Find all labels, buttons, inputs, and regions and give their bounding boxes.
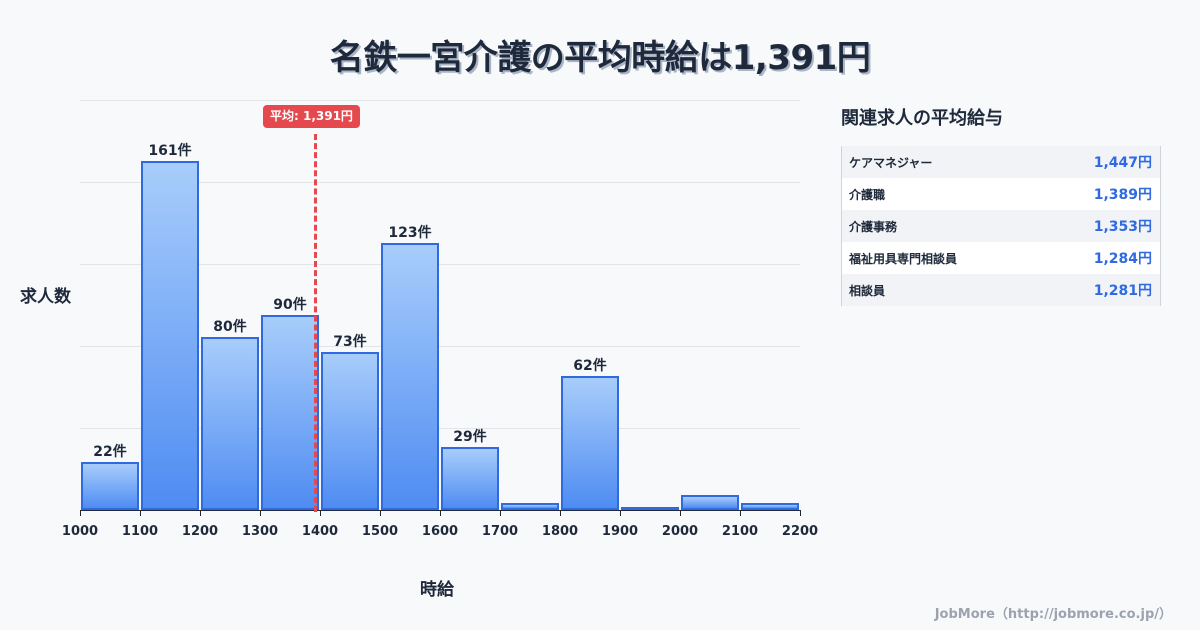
x-tick-label: 1700 xyxy=(481,524,519,539)
histogram-bar xyxy=(441,447,499,510)
x-tick xyxy=(740,510,741,516)
x-tick xyxy=(140,510,141,516)
histogram-bar xyxy=(321,352,379,510)
x-tick xyxy=(680,510,681,516)
x-tick xyxy=(200,510,201,516)
gridline xyxy=(80,264,800,265)
bar-value-label: 62件 xyxy=(573,358,607,374)
related-job-row: 相談員 1,281円 xyxy=(842,274,1160,306)
x-tick xyxy=(800,510,801,516)
histogram-bar xyxy=(81,462,139,510)
job-wage: 1,447円 xyxy=(1093,155,1152,171)
x-tick xyxy=(320,510,321,516)
job-name: ケアマネジャー xyxy=(849,155,933,170)
histogram-bar xyxy=(141,161,199,510)
gridline xyxy=(80,428,800,429)
x-tick-label: 1500 xyxy=(361,524,399,539)
job-name: 福祉用具専門相談員 xyxy=(849,251,958,266)
related-job-row: 介護職 1,389円 xyxy=(842,178,1160,210)
bar-value-label: 80件 xyxy=(213,319,247,335)
histogram-bar xyxy=(681,495,739,510)
gridline xyxy=(80,346,800,347)
job-name: 相談員 xyxy=(849,283,886,298)
x-tick xyxy=(260,510,261,516)
bar-value-label: 22件 xyxy=(93,444,127,460)
x-tick xyxy=(560,510,561,516)
job-wage: 1,353円 xyxy=(1093,219,1152,235)
x-tick-label: 1300 xyxy=(241,524,279,539)
x-tick-label: 1000 xyxy=(61,524,99,539)
histogram-bar xyxy=(561,376,619,510)
x-tick xyxy=(620,510,621,516)
histogram-bar xyxy=(201,337,259,510)
histogram-bar xyxy=(261,315,319,510)
histogram-bar xyxy=(741,503,799,510)
x-axis-label: 時給 xyxy=(420,580,454,600)
x-tick-label: 1400 xyxy=(301,524,339,539)
histogram-bar xyxy=(501,503,559,510)
average-line xyxy=(314,134,317,512)
x-tick-label: 1900 xyxy=(601,524,639,539)
related-jobs-table: ケアマネジャー 1,447円 介護職 1,389円 介護事務 1,353円 福祉… xyxy=(841,146,1161,306)
job-name: 介護職 xyxy=(849,187,886,202)
y-axis-label: 求人数 xyxy=(20,287,71,307)
job-name: 介護事務 xyxy=(849,219,898,234)
job-wage: 1,284円 xyxy=(1093,251,1152,267)
bar-value-label: 161件 xyxy=(148,143,192,159)
bar-value-label: 29件 xyxy=(453,429,487,445)
x-tick xyxy=(500,510,501,516)
histogram-bar xyxy=(381,243,439,510)
x-tick-label: 1600 xyxy=(421,524,459,539)
related-job-row: ケアマネジャー 1,447円 xyxy=(842,146,1160,178)
average-badge: 平均: 1,391円 xyxy=(263,105,360,128)
related-job-row: 福祉用具専門相談員 1,284円 xyxy=(842,242,1160,274)
x-tick xyxy=(80,510,81,516)
x-tick-label: 1800 xyxy=(541,524,579,539)
bar-value-label: 123件 xyxy=(388,225,432,241)
gridline xyxy=(80,100,800,101)
page-title: 名鉄一宮介護の平均時給は1,391円 xyxy=(329,38,871,78)
bar-value-label: 90件 xyxy=(273,297,307,313)
job-wage: 1,389円 xyxy=(1093,187,1152,203)
gridline xyxy=(80,182,800,183)
x-tick-label: 1200 xyxy=(181,524,219,539)
related-jobs-title: 関連求人の平均給与 xyxy=(841,108,1003,129)
footer-credit: JobMore（http://jobmore.co.jp/） xyxy=(934,607,1172,622)
histogram-chart: 22件 161件 80件 90件 73件 123件 29件 62件 1000 1100 1200 1… xyxy=(20,100,819,600)
related-job-row: 介護事務 1,353円 xyxy=(842,210,1160,242)
x-tick xyxy=(440,510,441,516)
bar-value-label: 73件 xyxy=(333,334,367,350)
x-tick-label: 2000 xyxy=(661,524,699,539)
job-wage: 1,281円 xyxy=(1093,283,1152,299)
x-tick-label: 2200 xyxy=(781,524,819,539)
x-tick-label: 1100 xyxy=(121,524,159,539)
x-tick-label: 2100 xyxy=(721,524,759,539)
x-tick xyxy=(380,510,381,516)
